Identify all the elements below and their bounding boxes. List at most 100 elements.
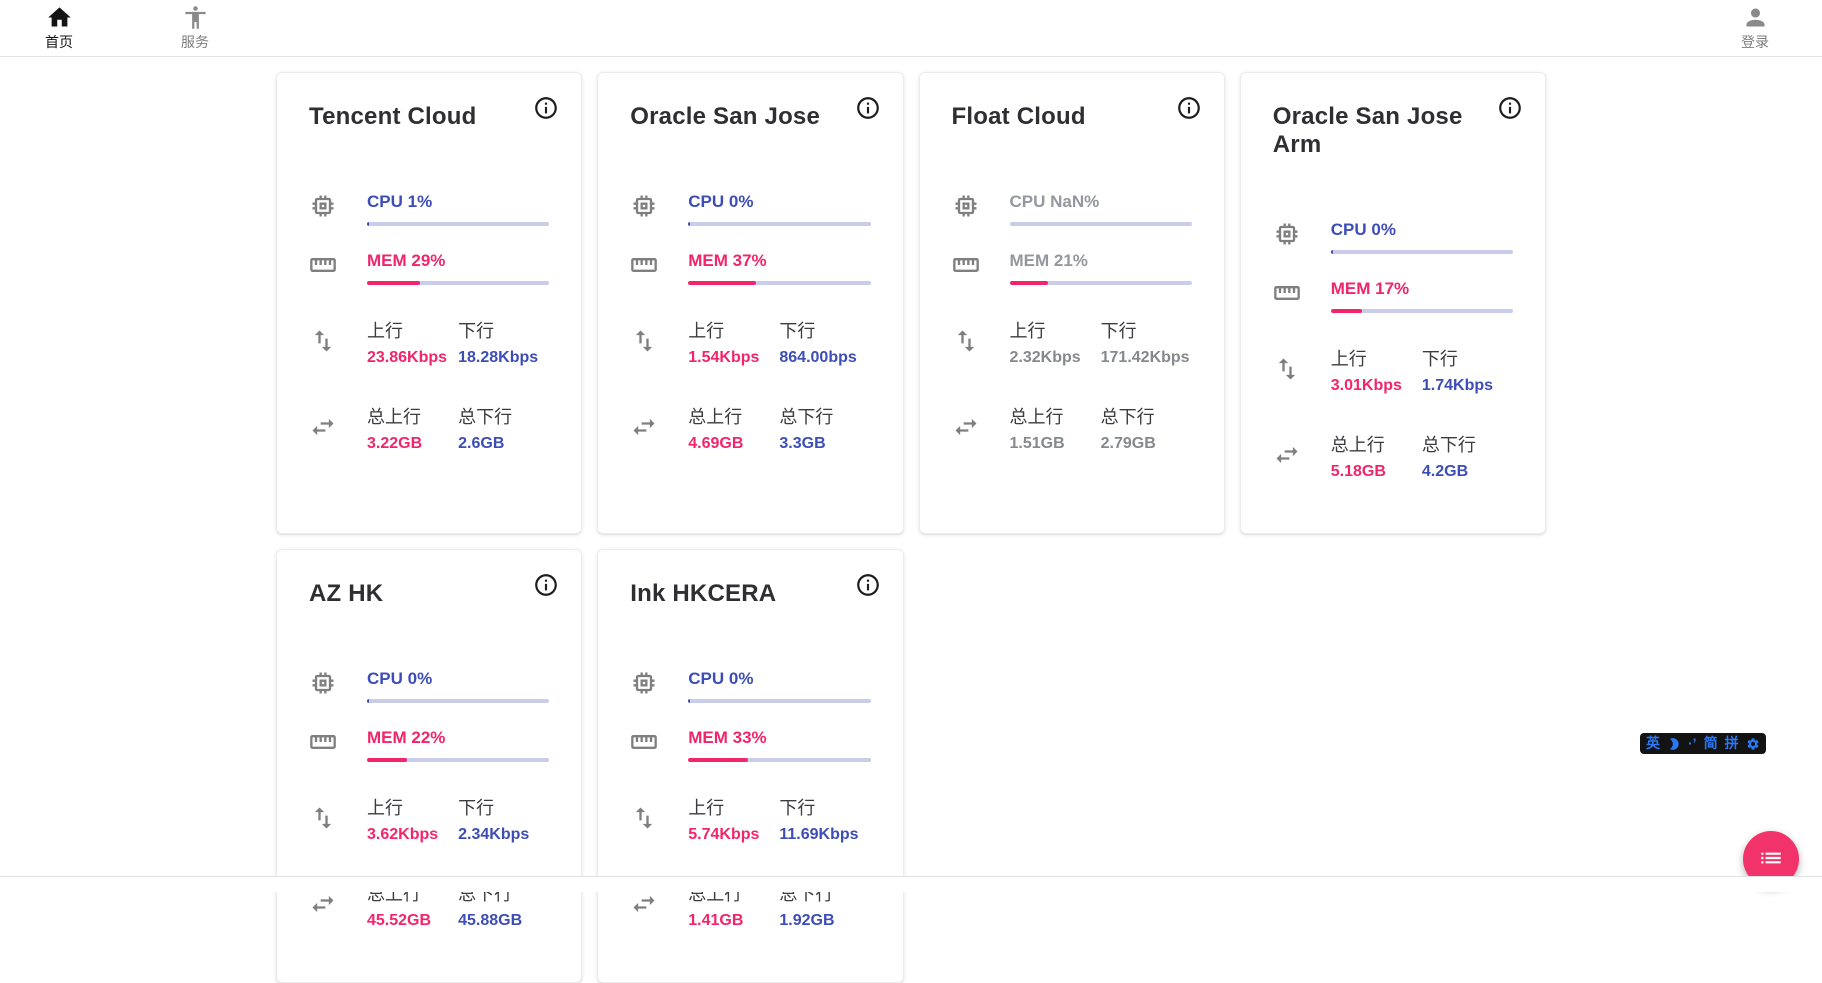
total-upload-value: 1.51GB bbox=[1009, 435, 1065, 452]
accessibility-icon bbox=[182, 4, 209, 31]
swap-horiz-icon bbox=[1273, 433, 1303, 469]
total-upload-value: 4.69GB bbox=[688, 435, 744, 452]
nav-item-home[interactable]: 首页 bbox=[30, 4, 88, 52]
swap-vert-icon bbox=[1273, 347, 1303, 383]
server-card: AZ HK CPU 0% bbox=[276, 549, 583, 983]
download-value: 864.00bps bbox=[779, 349, 857, 366]
cpu-usage-label: CPU 0% bbox=[1330, 220, 1396, 239]
server-name: Tencent Cloud bbox=[309, 103, 477, 130]
cpu-progress-fill bbox=[367, 699, 370, 703]
total-traffic-row: 总上行 4.69GB 总下行 3.3GB bbox=[630, 405, 870, 453]
info-icon[interactable] bbox=[1497, 95, 1523, 121]
download-value: 171.42Kbps bbox=[1100, 349, 1190, 366]
swap-vert-icon bbox=[309, 319, 339, 355]
mem-row: MEM 21% bbox=[952, 250, 1192, 285]
server-card: Ink HKCERA CPU 0% bbox=[597, 549, 904, 983]
download-label: 下行 bbox=[1421, 349, 1458, 369]
swap-vert-icon bbox=[630, 319, 660, 355]
total-upload-label: 总上行 bbox=[1330, 435, 1385, 455]
download-value: 2.34Kbps bbox=[458, 826, 530, 843]
mem-usage-label: MEM 22% bbox=[367, 728, 446, 747]
nav-login-label: 登录 bbox=[1741, 34, 1769, 50]
download-value: 1.74Kbps bbox=[1421, 377, 1494, 394]
memory-ruler-icon bbox=[630, 250, 660, 279]
person-icon bbox=[1742, 4, 1769, 31]
mem-row: MEM 33% bbox=[630, 727, 871, 762]
download-label: 下行 bbox=[458, 798, 495, 818]
swap-vert-icon bbox=[952, 319, 982, 355]
cpu-chip-icon bbox=[1273, 219, 1303, 248]
total-download-label: 总下行 bbox=[1100, 407, 1155, 427]
cpu-chip-icon bbox=[309, 191, 339, 220]
total-download-value: 2.6GB bbox=[458, 435, 505, 452]
cpu-chip-icon bbox=[309, 668, 339, 697]
total-download-label: 总下行 bbox=[779, 407, 834, 427]
cpu-chip-icon bbox=[630, 668, 660, 697]
ime-punctuation-toggle[interactable]: ·’ bbox=[1688, 735, 1697, 751]
traffic-row: 上行 23.86Kbps 下行 18.28Kbps bbox=[309, 319, 549, 367]
nav-services-label: 服务 bbox=[181, 34, 209, 50]
cpu-chip-icon bbox=[630, 191, 660, 220]
server-card: Oracle San Jose Arm CPU 0% bbox=[1239, 72, 1546, 534]
total-upload-value: 1.41GB bbox=[688, 912, 744, 929]
mem-progress-bar bbox=[688, 281, 871, 285]
mem-usage-label: MEM 29% bbox=[367, 251, 446, 270]
memory-ruler-icon bbox=[630, 727, 660, 756]
mem-progress-bar bbox=[367, 281, 550, 285]
ime-charset-toggle[interactable]: 简 bbox=[1703, 735, 1718, 751]
total-download-value: 45.88GB bbox=[458, 912, 523, 929]
traffic-row: 上行 3.01Kbps 下行 1.74Kbps bbox=[1273, 347, 1513, 395]
mem-row: MEM 29% bbox=[309, 250, 550, 285]
upload-label: 上行 bbox=[367, 321, 403, 341]
traffic-row: 上行 5.74Kbps 下行 11.69Kbps bbox=[630, 796, 870, 844]
info-icon[interactable] bbox=[533, 572, 559, 598]
swap-vert-icon bbox=[309, 796, 339, 832]
total-upload-label: 总上行 bbox=[367, 407, 421, 427]
info-icon[interactable] bbox=[1176, 95, 1202, 121]
upload-label: 上行 bbox=[688, 798, 725, 818]
total-download-label: 总下行 bbox=[1421, 435, 1476, 455]
mem-progress-fill bbox=[367, 281, 420, 285]
total-download-label: 总下行 bbox=[458, 407, 513, 427]
cpu-usage-label: CPU 0% bbox=[367, 669, 433, 688]
cpu-row: CPU 0% bbox=[1273, 219, 1513, 254]
upload-value: 23.86Kbps bbox=[367, 349, 448, 366]
cpu-progress-bar bbox=[367, 699, 550, 703]
ime-scheme-toggle[interactable]: 拼 bbox=[1724, 735, 1739, 751]
download-label: 下行 bbox=[779, 798, 816, 818]
total-upload-value: 45.52GB bbox=[367, 912, 432, 929]
memory-ruler-icon bbox=[309, 727, 339, 756]
traffic-row: 上行 1.54Kbps 下行 864.00bps bbox=[630, 319, 870, 367]
download-label: 下行 bbox=[779, 321, 816, 341]
nav-item-login[interactable]: 登录 bbox=[1726, 4, 1784, 52]
server-name: AZ HK bbox=[309, 580, 384, 607]
mem-progress-bar bbox=[688, 758, 871, 762]
nav-home-label: 首页 bbox=[45, 34, 73, 50]
info-icon[interactable] bbox=[533, 95, 559, 121]
cpu-usage-label: CPU NaN% bbox=[1009, 192, 1100, 211]
swap-horiz-icon bbox=[952, 405, 982, 441]
download-label: 下行 bbox=[1100, 321, 1137, 341]
total-download-value: 2.79GB bbox=[1100, 435, 1156, 452]
info-icon[interactable] bbox=[855, 572, 881, 598]
swap-horiz-icon bbox=[630, 405, 660, 441]
server-name: Oracle San Jose bbox=[630, 103, 821, 130]
cpu-chip-icon bbox=[952, 191, 982, 220]
cpu-progress-bar bbox=[1330, 250, 1513, 254]
cpu-progress-fill bbox=[688, 222, 691, 226]
total-download-value: 4.2GB bbox=[1421, 463, 1469, 480]
info-icon[interactable] bbox=[855, 95, 881, 121]
traffic-row: 上行 2.32Kbps 下行 171.42Kbps bbox=[952, 319, 1192, 367]
mem-usage-label: MEM 21% bbox=[1009, 251, 1088, 270]
upload-label: 上行 bbox=[1009, 321, 1046, 341]
moon-icon[interactable] bbox=[1667, 737, 1681, 751]
mem-usage-label: MEM 17% bbox=[1330, 279, 1410, 298]
server-name: Ink HKCERA bbox=[630, 580, 777, 607]
gear-icon[interactable] bbox=[1746, 737, 1760, 751]
nav-item-services[interactable]: 服务 bbox=[166, 4, 224, 52]
cpu-row: CPU 0% bbox=[309, 668, 550, 703]
ime-language-toggle[interactable]: 英 bbox=[1646, 735, 1660, 751]
mem-usage-label: MEM 33% bbox=[688, 728, 767, 747]
cpu-progress-fill bbox=[367, 222, 370, 226]
upload-label: 上行 bbox=[367, 798, 403, 818]
